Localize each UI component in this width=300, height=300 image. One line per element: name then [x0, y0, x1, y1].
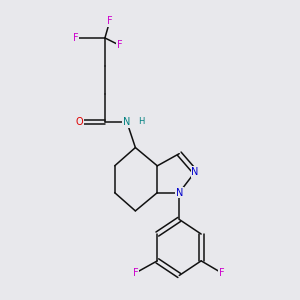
Text: O: O — [76, 117, 83, 127]
Text: F: F — [133, 268, 138, 278]
Text: N: N — [191, 167, 199, 177]
Text: F: F — [219, 268, 225, 278]
Text: N: N — [123, 117, 130, 127]
Text: H: H — [138, 118, 145, 127]
Text: F: F — [117, 40, 122, 50]
Text: F: F — [107, 16, 112, 26]
Text: N: N — [176, 188, 183, 198]
Text: F: F — [73, 33, 79, 43]
Text: H: H — [138, 118, 145, 127]
